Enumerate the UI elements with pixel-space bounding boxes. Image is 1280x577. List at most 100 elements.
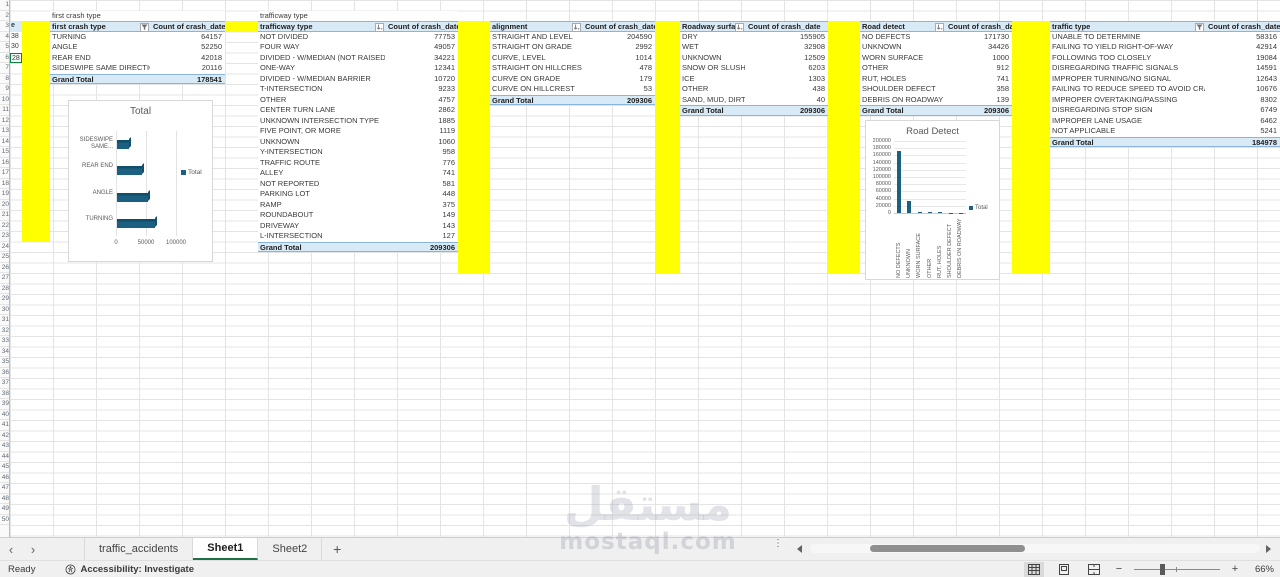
pivot-data-row[interactable]: CENTER TURN LANE 2862 [258,105,458,116]
prev-sheet-arrow-icon[interactable]: ‹ [8,541,14,557]
page-layout-view-button[interactable] [1054,562,1074,577]
row-number[interactable]: 30 [0,305,9,315]
row-number[interactable]: 4 [0,32,9,42]
total-bar-chart[interactable]: Total 0 50000 100000 TURNING ANGLE REAR END SID… [68,100,213,262]
row-number[interactable]: 27 [0,273,9,284]
pivot-data-row[interactable]: IMPROPER OVERTAKING/PASSING 8302 [1050,94,1280,105]
row-number[interactable]: 29 [0,294,9,305]
zoom-out-button[interactable]: − [1115,563,1123,575]
pivot-grand-total-row[interactable]: Grand Total 209306 [490,94,655,105]
row-number[interactable]: 47 [0,483,9,494]
pivot-data-row[interactable]: NOT APPLICABLE 5241 [1050,126,1280,137]
pivot-grand-total-row[interactable]: Grand Total 209306 [258,241,458,252]
scrollbar-splitter-handle[interactable]: ⋮ [773,538,783,549]
pivot-data-row[interactable]: STRAIGHT ON GRADE 2992 [490,42,655,53]
pivot-data-row[interactable]: RUT, HOLES 741 [860,73,1012,84]
pivot-grand-total-row[interactable]: Grand Total 209306 [680,105,828,116]
pivot-data-row[interactable]: WET 32908 [680,42,828,53]
pivot-data-row[interactable]: RAMP 375 [258,199,458,210]
horizontal-scrollbar-thumb[interactable] [870,545,1025,552]
row-number[interactable]: 46 [0,473,9,483]
add-sheet-button[interactable]: + [333,541,342,557]
row-number[interactable]: 25 [0,252,9,263]
pivot-data-row[interactable]: Y-INTERSECTION 958 [258,147,458,158]
pivot-data-row[interactable]: DIVIDED - W/MEDIAN BARRIER 10720 [258,73,458,84]
hscroll-left-arrow-icon[interactable] [797,545,802,553]
pivot-sort-filter-button[interactable] [735,22,744,31]
row-number[interactable]: 31 [0,315,9,326]
pivot-data-row[interactable]: TRAFFIC ROUTE 776 [258,157,458,168]
pivot-data-row[interactable]: T-INTERSECTION 9233 [258,84,458,95]
pivot-data-row[interactable]: SAND, MUD, DIRT 40 [680,94,828,105]
pivot-data-row[interactable]: OTHER 438 [680,84,828,95]
pivot-data-row[interactable]: ALLEY 741 [258,168,458,179]
pivot-table-alignment[interactable]: alignment Count of crash_date STRAIGHT AND… [490,21,655,105]
zoom-slider-thumb[interactable] [1160,563,1165,575]
row-number[interactable]: 49 [0,504,9,515]
selected-cell[interactable]: 28 [10,52,22,63]
row-number[interactable]: 3 [0,21,9,32]
pivot-filter-button[interactable] [140,22,149,31]
row-number[interactable]: 50 [0,515,9,525]
row-number[interactable]: 14 [0,137,9,147]
row-number[interactable]: 20 [0,200,9,210]
pivot-data-row[interactable]: IMPROPER LANE USAGE 6462 [1050,115,1280,126]
row-number[interactable]: 23 [0,231,9,242]
pivot-data-row[interactable]: STRAIGHT ON HILLCREST 478 [490,63,655,74]
pivot-data-row[interactable]: FIVE POINT, OR MORE 1119 [258,126,458,137]
pivot-data-row[interactable]: OTHER 912 [860,63,1012,74]
pivot-data-row[interactable]: UNKNOWN 12509 [680,52,828,63]
row-number[interactable]: 11 [0,105,9,116]
zoom-in-button[interactable]: + [1231,563,1239,575]
pivot-data-row[interactable]: UNKNOWN 34426 [860,42,1012,53]
pivot-data-row[interactable]: DISREGARDING STOP SIGN 6749 [1050,105,1280,116]
pivot-data-row[interactable]: SHOULDER DEFECT 358 [860,84,1012,95]
pivot-data-row[interactable]: DEBRIS ON ROADWAY 139 [860,94,1012,105]
pivot-table-trafficway-type[interactable]: trafficway type trafficway type Count of c… [258,10,458,252]
pivot-data-row[interactable]: WORN SURFACE 1000 [860,52,1012,63]
row-number[interactable]: 15 [0,147,9,158]
row-number[interactable]: 21 [0,210,9,221]
pivot-sort-filter-button[interactable] [572,22,581,31]
row-number[interactable]: 24 [0,242,9,252]
row-number[interactable]: 1 [0,0,9,11]
row-number[interactable]: 48 [0,494,9,504]
pivot-data-row[interactable]: NOT DIVIDED 77753 [258,31,458,42]
partial-cell[interactable]: 38 [10,31,22,42]
row-number[interactable]: 19 [0,189,9,200]
pivot-data-row[interactable]: TURNING 64157 [50,31,225,42]
pivot-sort-filter-button[interactable] [375,22,384,31]
sheet-tab-sheet2[interactable]: Sheet2 [258,538,323,560]
row-number[interactable]: 37 [0,378,9,389]
row-number[interactable]: 40 [0,410,9,420]
pivot-data-row[interactable]: NO DEFECTS 171730 [860,31,1012,42]
pivot-data-row[interactable]: STRAIGHT AND LEVEL 204590 [490,31,655,42]
pivot-data-row[interactable]: DIVIDED - W/MEDIAN (NOT RAISED) 34221 [258,52,458,63]
row-number[interactable]: 12 [0,116,9,126]
pivot-data-row[interactable]: DRY 155905 [680,31,828,42]
sheet-tab-sheet1[interactable]: Sheet1 [193,538,259,560]
pivot-data-row[interactable]: CURVE ON HILLCREST 53 [490,84,655,95]
pivot-data-row[interactable]: FOLLOWING TOO CLOSELY 19084 [1050,52,1280,63]
row-number[interactable]: 39 [0,399,9,410]
row-number[interactable]: 43 [0,441,9,452]
row-number[interactable]: 38 [0,389,9,399]
pivot-data-row[interactable]: L-INTERSECTION 127 [258,231,458,242]
pivot-data-row[interactable]: ANGLE 52250 [50,42,225,53]
partial-cell-header[interactable]: e [10,21,22,32]
row-number[interactable]: 35 [0,357,9,368]
row-number[interactable]: 26 [0,263,9,273]
row-number[interactable]: 18 [0,179,9,189]
pivot-data-row[interactable]: CURVE ON GRADE 179 [490,73,655,84]
pivot-data-row[interactable]: NOT REPORTED 581 [258,178,458,189]
row-number[interactable]: 36 [0,368,9,378]
row-number[interactable]: 2 [0,11,9,21]
accessibility-status[interactable]: Accessibility: Investigate [65,564,194,575]
partial-cell[interactable]: 30 [10,42,22,53]
pivot-data-row[interactable]: IMPROPER TURNING/NO SIGNAL 12643 [1050,73,1280,84]
row-number[interactable]: 17 [0,168,9,179]
pivot-data-row[interactable]: FAILING TO REDUCE SPEED TO AVOID CRASH 10… [1050,84,1280,95]
row-number[interactable]: 8 [0,74,9,84]
pivot-data-row[interactable]: FAILING TO YIELD RIGHT-OF-WAY 42914 [1050,42,1280,53]
